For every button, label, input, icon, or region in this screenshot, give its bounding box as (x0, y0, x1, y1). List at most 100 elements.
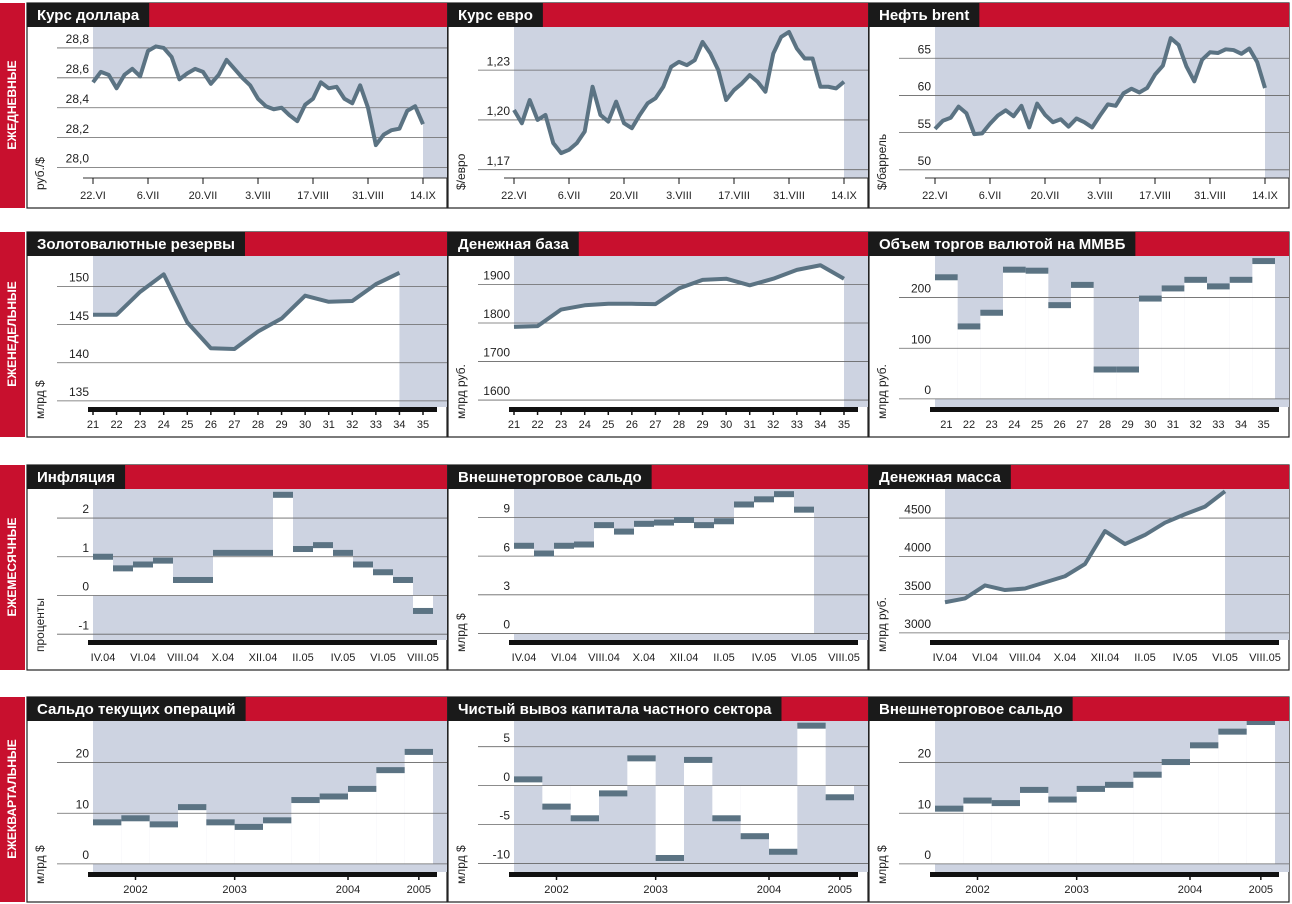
y-tick-label: 60 (918, 80, 932, 94)
step-fill (121, 818, 150, 864)
step-fill (1133, 774, 1162, 864)
step-level (1252, 258, 1275, 265)
step-level (393, 576, 413, 583)
x-tick-label: 24 (158, 419, 170, 431)
x-tick-label: 2003 (222, 884, 246, 896)
x-tick-label: II.05 (1134, 652, 1155, 664)
y-tick-label: 20 (76, 747, 90, 761)
y-tick-label: 1900 (483, 269, 510, 283)
y-axis-label: млрд $ (454, 613, 468, 652)
x-tick-label: VIII.04 (167, 652, 199, 664)
step-level (740, 833, 769, 840)
x-tick-label: 33 (370, 419, 382, 431)
x-tick-label: 2002 (544, 884, 568, 896)
step-fill (734, 504, 754, 634)
step-level (1048, 796, 1077, 803)
step-level (684, 756, 713, 763)
y-tick-label: 10 (76, 797, 90, 811)
step-level (1003, 266, 1026, 273)
step-fill (273, 494, 293, 596)
step-fill (514, 779, 543, 786)
x-tick-label: XII.04 (1091, 652, 1120, 664)
x-tick-label: 20.VII (189, 190, 218, 202)
step-fill (206, 822, 235, 864)
step-level (1161, 285, 1185, 292)
step-level (794, 506, 814, 513)
step-fill (991, 803, 1020, 864)
area-fill (93, 272, 400, 407)
step-fill (153, 560, 173, 596)
step-level (514, 542, 534, 549)
step-level (121, 815, 150, 822)
y-tick-label: 28,8 (66, 32, 90, 46)
x-axis (88, 872, 437, 877)
step-level (413, 607, 433, 614)
title-box (27, 697, 246, 721)
title-box (869, 465, 1011, 489)
step-fill (1020, 789, 1049, 864)
step-fill (1139, 298, 1162, 399)
chart-panel: -1 0 1 2 IV.04 VI.04 VIII.04 X.04 XII.04 II.05 IV.… (26, 464, 448, 671)
chart-panel: 0 10 20 2002 2003 2004 2005 млрд $ Внешнеторгово… (868, 696, 1290, 903)
title-box (448, 465, 652, 489)
x-tick-label: 27 (649, 419, 661, 431)
y-tick-label: 3500 (904, 579, 931, 593)
x-tick-label: 22 (531, 419, 543, 431)
step-level (93, 553, 113, 560)
y-tick-label: 28,0 (66, 152, 90, 166)
x-tick-label: 32 (346, 419, 358, 431)
chart-panel: 3000 3500 4000 4500 IV.04 VI.04 VIII.04 X.04 XII… (868, 464, 1290, 671)
x-tick-label: X.04 (1054, 652, 1077, 664)
x-tick-label: VIII.04 (1009, 652, 1041, 664)
x-tick-label: 2005 (407, 884, 431, 896)
step-level (253, 549, 273, 556)
step-fill (554, 545, 574, 634)
step-level (980, 309, 1003, 316)
step-fill (634, 523, 654, 634)
step-fill (1207, 286, 1230, 399)
step-level (574, 541, 594, 548)
y-tick-label: -10 (493, 848, 511, 862)
y-tick-label: 3000 (904, 617, 931, 631)
x-tick-label: VI.05 (791, 652, 817, 664)
step-fill (404, 751, 433, 864)
step-fill (769, 785, 798, 852)
chart-panel: 0 100 200 21 22 23 24 25 26 27 28 29 30 31 32 33 34 35 млр… (868, 231, 1290, 438)
step-fill (319, 796, 348, 864)
step-level (599, 790, 628, 797)
x-tick-label: VI.05 (370, 652, 396, 664)
row-label: ЕЖЕКВАРТАЛЬНЫЕ (5, 739, 19, 859)
x-tick-label: II.05 (713, 652, 734, 664)
y-tick-label: 2 (82, 502, 89, 516)
step-level (774, 491, 794, 498)
x-axis (509, 640, 858, 645)
x-axis (930, 407, 1279, 412)
y-tick-label: 1600 (483, 384, 510, 398)
x-tick-label: 21 (87, 419, 99, 431)
step-level (404, 748, 433, 755)
line (91, 44, 425, 148)
step-fill (113, 568, 133, 596)
step-fill (1048, 799, 1077, 864)
step-level (133, 561, 153, 568)
step-fill (234, 826, 263, 864)
y-axis-label: руб./$ (33, 157, 47, 190)
x-tick-label: 29 (275, 419, 287, 431)
step-level (348, 785, 377, 792)
step-level (655, 854, 684, 861)
y-tick-label: 145 (69, 309, 89, 323)
step-level (193, 576, 213, 583)
chart-title: Объем торгов валютой на ММВБ (879, 236, 1126, 253)
y-tick-label: 0 (503, 770, 510, 784)
x-tick-label: 2005 (1249, 884, 1273, 896)
x-tick-label: 14.IX (410, 190, 436, 202)
step-level (1071, 281, 1094, 288)
x-tick-label: VIII.05 (828, 652, 860, 664)
chart-panel: -10 -5 0 5 2002 2003 2004 2005 млрд $ Чистый выво… (447, 696, 869, 903)
x-tick-label: 32 (1190, 419, 1202, 431)
x-tick-label: 28 (1099, 419, 1111, 431)
x-tick-label: 3.VIII (245, 190, 271, 202)
x-tick-label: 6.VII (558, 190, 581, 202)
x-tick-label: VIII.05 (1249, 652, 1281, 664)
step-fill (1184, 279, 1207, 399)
